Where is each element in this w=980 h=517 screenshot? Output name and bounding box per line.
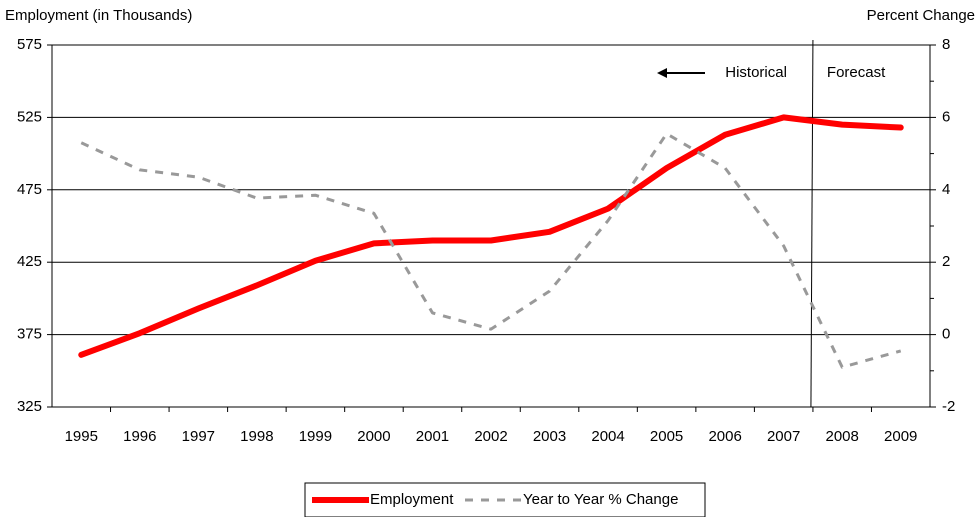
y2-tick-label: 8: [942, 36, 950, 53]
x-tick-label: 2007: [767, 428, 800, 445]
y2-axis-label: Percent Change: [867, 7, 975, 24]
y2-tick-label: 0: [942, 326, 950, 343]
legend-label: Year to Year % Change: [523, 491, 678, 508]
y-tick-label: 525: [17, 108, 42, 125]
x-tick-label: 2008: [826, 428, 859, 445]
y2-tick-label: 6: [942, 108, 950, 125]
x-tick-label: 1996: [123, 428, 156, 445]
y-tick-label: 325: [17, 398, 42, 415]
x-tick-label: 1997: [182, 428, 215, 445]
series-line: [78, 114, 904, 358]
y-tick-label: 575: [17, 36, 42, 53]
y2-tick-label: -2: [942, 398, 955, 415]
y-tick-label: 475: [17, 181, 42, 198]
y2-tick-label: 2: [942, 253, 950, 270]
x-tick-label: 2000: [357, 428, 390, 445]
arrow-head: [657, 68, 667, 78]
series-line: [80, 132, 902, 369]
y-tick-label: 375: [17, 326, 42, 343]
x-tick-label: 1995: [65, 428, 98, 445]
y2-tick-label: 4: [942, 181, 950, 198]
y-tick-label: 425: [17, 253, 42, 270]
x-tick-label: 2005: [650, 428, 683, 445]
x-tick-label: 1999: [299, 428, 332, 445]
annotation: Forecast: [827, 64, 886, 81]
x-tick-label: 2004: [591, 428, 624, 445]
x-tick-label: 2006: [708, 428, 741, 445]
x-tick-label: 2003: [533, 428, 566, 445]
annotation: Historical: [725, 64, 787, 81]
y-axis-label: Employment (in Thousands): [5, 7, 192, 24]
x-tick-label: 2002: [474, 428, 507, 445]
x-tick-label: 1998: [240, 428, 273, 445]
legend-label: Employment: [370, 491, 454, 508]
x-tick-label: 2009: [884, 428, 917, 445]
x-tick-label: 2001: [416, 428, 449, 445]
forecast-divider: [810, 39, 814, 408]
